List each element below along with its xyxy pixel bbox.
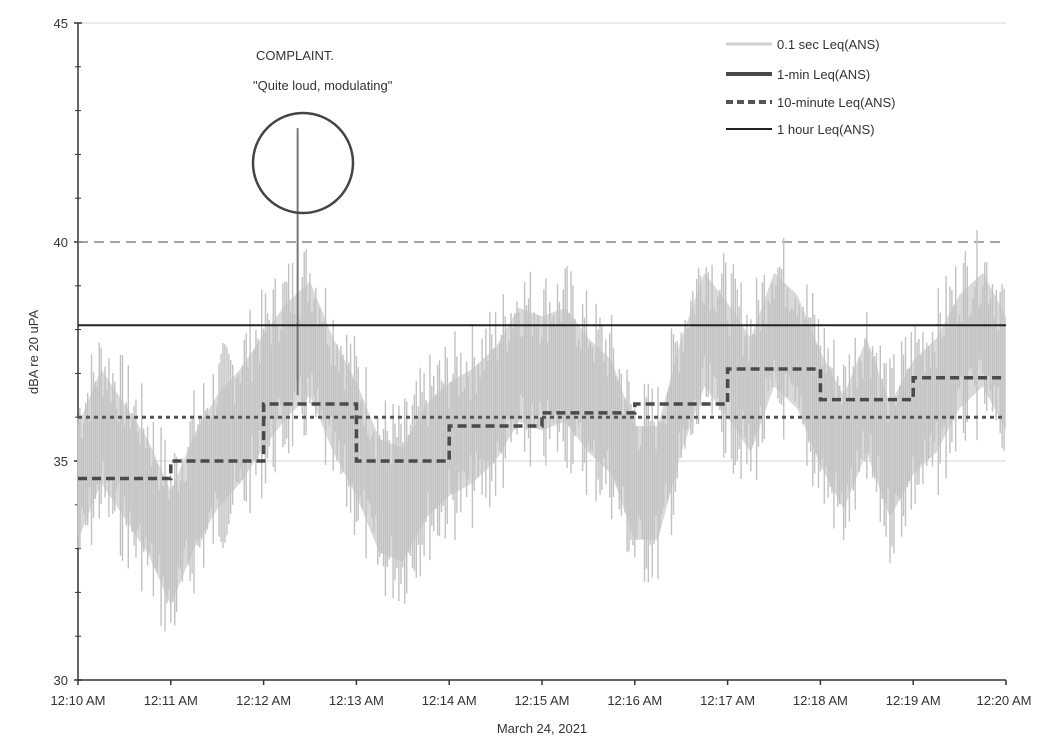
legend-label-0: 0.1 sec Leq(ANS) xyxy=(777,37,880,52)
y-axis-label: dBA re 20 uPA xyxy=(26,310,41,395)
x-tick-label: 12:13 AM xyxy=(329,693,384,708)
y-tick-label: 40 xyxy=(54,235,68,250)
x-tick-label: 12:19 AM xyxy=(886,693,941,708)
series-1min-line xyxy=(78,367,1006,481)
complaint-circle xyxy=(251,111,355,215)
x-tick-label: 12:20 AM xyxy=(977,693,1032,708)
series-0.1sec-line xyxy=(77,230,1005,632)
x-tick-label: 12:17 AM xyxy=(700,693,755,708)
complaint-title: COMPLAINT. xyxy=(256,48,334,63)
legend-label-2: 10-minute Leq(ANS) xyxy=(777,95,896,110)
y-tick-label: 35 xyxy=(54,454,68,469)
legend: 0.1 sec Leq(ANS) 1-min Leq(ANS) 10-minut… xyxy=(726,37,896,137)
x-axis-ticks: 12:10 AM 12:11 AM 12:12 AM 12:13 AM 12:14 AM… xyxy=(51,680,1032,708)
x-tick-label: 12:18 AM xyxy=(793,693,848,708)
y-axis-ticks: 30 35 40 45 xyxy=(54,16,82,688)
x-tick-label: 12:12 AM xyxy=(236,693,291,708)
y-tick-label: 45 xyxy=(54,16,68,31)
x-tick-label: 12:11 AM xyxy=(144,693,198,708)
x-axis-label: March 24, 2021 xyxy=(497,721,587,736)
complaint-text: "Quite loud, modulating" xyxy=(253,78,393,93)
x-tick-label: 12:10 AM xyxy=(51,693,106,708)
x-tick-label: 12:15 AM xyxy=(515,693,570,708)
x-tick-label: 12:16 AM xyxy=(607,693,662,708)
legend-label-1: 1-min Leq(ANS) xyxy=(777,67,870,82)
series-layer xyxy=(77,128,1006,632)
legend-label-3: 1 hour Leq(ANS) xyxy=(777,122,875,137)
x-tick-label: 12:14 AM xyxy=(422,693,477,708)
y-tick-label: 30 xyxy=(54,673,68,688)
